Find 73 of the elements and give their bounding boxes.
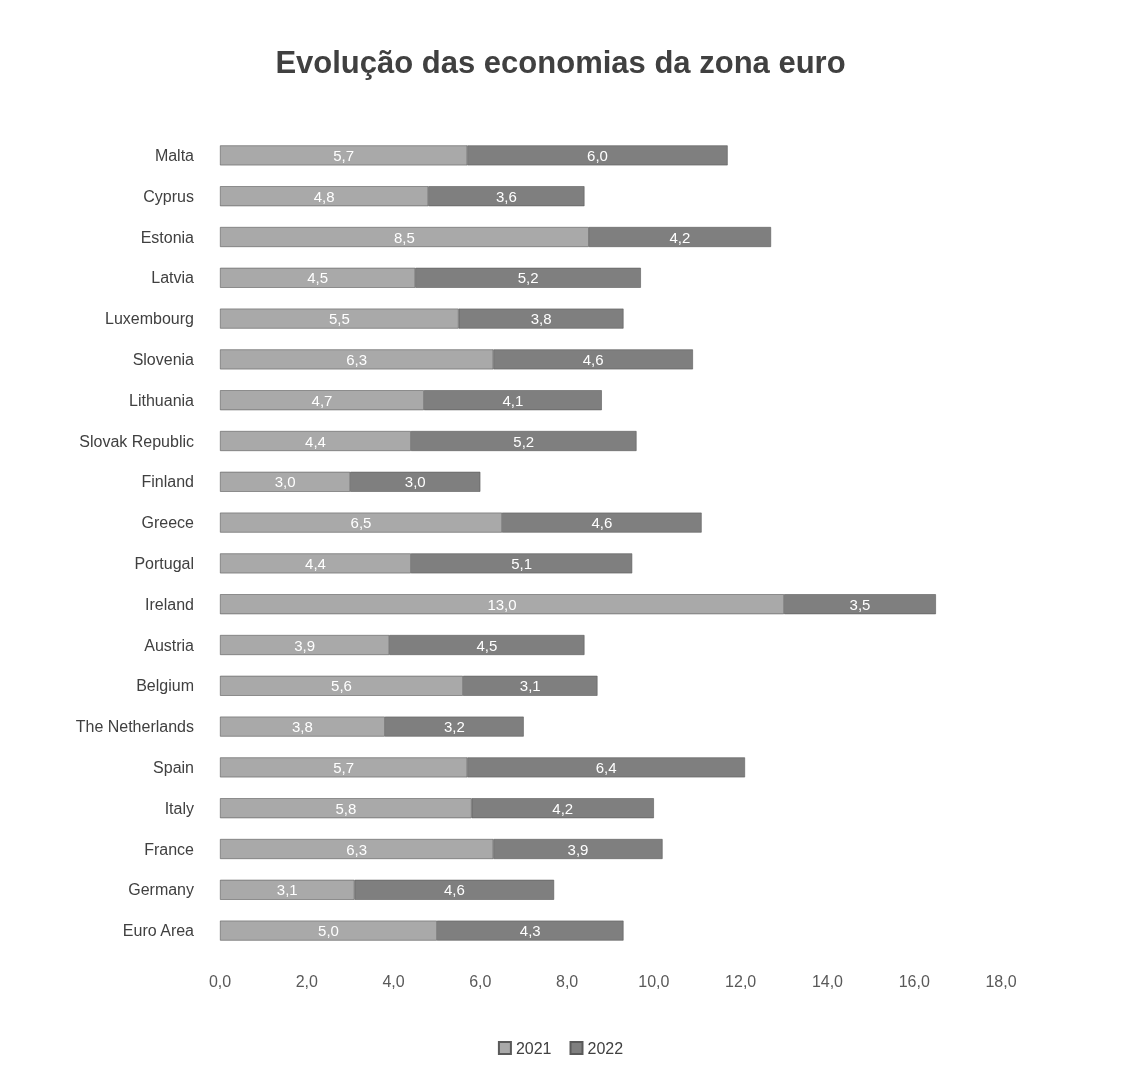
data-label: 4,6 bbox=[582, 350, 604, 368]
y-tick-label: Euro Area bbox=[122, 922, 195, 940]
y-tick-label: Greece bbox=[141, 514, 195, 532]
data-label: 5,7 bbox=[333, 758, 355, 776]
data-label: 5,2 bbox=[513, 432, 535, 450]
y-tick-label: Cyprus bbox=[143, 187, 194, 205]
data-label: 3,2 bbox=[443, 718, 465, 736]
y-tick-label: Germany bbox=[128, 881, 194, 899]
data-label: 5,5 bbox=[328, 310, 350, 328]
x-tick-label: 10,0 bbox=[638, 972, 670, 990]
y-tick-label: Slovenia bbox=[132, 350, 195, 368]
data-label: 8,5 bbox=[393, 228, 415, 246]
y-tick-label: Finland bbox=[141, 473, 194, 491]
data-label: 5,7 bbox=[333, 146, 355, 164]
data-label: 3,8 bbox=[292, 718, 313, 736]
data-label: 5,0 bbox=[318, 922, 339, 940]
data-label: 13,0 bbox=[487, 595, 517, 613]
y-tick-label: Lithuania bbox=[129, 391, 195, 409]
y-tick-label: Luxembourg bbox=[105, 310, 194, 328]
legend-label: 2022 bbox=[587, 1039, 624, 1057]
data-label: 4,4 bbox=[305, 432, 326, 450]
data-label: 3,5 bbox=[849, 595, 871, 613]
data-label: 3,0 bbox=[404, 473, 426, 491]
y-tick-label: Latvia bbox=[151, 269, 195, 287]
data-label: 5,1 bbox=[511, 554, 532, 572]
x-tick-label: 8,0 bbox=[555, 972, 579, 990]
chart-title: Evolução das economias da zona euro bbox=[275, 45, 846, 80]
y-tick-label: Portugal bbox=[134, 554, 194, 572]
y-tick-label: Austria bbox=[144, 636, 195, 654]
data-label: 6,0 bbox=[587, 146, 608, 164]
data-label: 4,5 bbox=[307, 269, 329, 287]
y-tick-label: France bbox=[144, 840, 195, 858]
data-label: 3,1 bbox=[519, 677, 541, 695]
legend-label: 2021 bbox=[515, 1039, 552, 1057]
x-tick-label: 12,0 bbox=[725, 972, 757, 990]
data-label: 4,2 bbox=[669, 228, 691, 246]
x-tick-label: 0,0 bbox=[208, 972, 232, 990]
data-label: 3,0 bbox=[274, 473, 296, 491]
x-tick-label: 14,0 bbox=[811, 972, 844, 990]
data-label: 4,1 bbox=[502, 391, 524, 409]
x-tick-label: 6,0 bbox=[469, 972, 492, 990]
data-label: 5,8 bbox=[335, 799, 357, 817]
data-label: 4,8 bbox=[313, 187, 335, 205]
data-label: 6,5 bbox=[350, 514, 372, 532]
data-label: 4,2 bbox=[552, 799, 574, 817]
data-label: 3,9 bbox=[567, 840, 589, 858]
data-label: 3,9 bbox=[294, 636, 316, 654]
data-label: 5,6 bbox=[331, 677, 352, 695]
data-label: 4,7 bbox=[311, 391, 333, 409]
data-label: 4,3 bbox=[519, 922, 541, 940]
data-label: 4,5 bbox=[476, 636, 498, 654]
data-label: 4,6 bbox=[591, 514, 613, 532]
y-tick-label: Spain bbox=[153, 758, 194, 776]
data-label: 6,3 bbox=[346, 350, 368, 368]
data-label: 5,2 bbox=[517, 269, 539, 287]
y-tick-label: Estonia bbox=[140, 228, 195, 246]
data-label: 3,8 bbox=[530, 310, 552, 328]
x-tick-label: 16,0 bbox=[898, 972, 930, 990]
data-label: 4,4 bbox=[305, 554, 326, 572]
x-tick-label: 18,0 bbox=[985, 972, 1017, 990]
data-label: 3,6 bbox=[495, 187, 517, 205]
y-tick-label: The Netherlands bbox=[75, 718, 194, 736]
y-tick-label: Belgium bbox=[136, 677, 194, 695]
x-tick-label: 2,0 bbox=[295, 972, 318, 990]
data-label: 6,3 bbox=[346, 840, 368, 858]
y-tick-label: Italy bbox=[164, 799, 194, 817]
y-tick-label: Slovak Republic bbox=[79, 432, 194, 450]
data-label: 3,1 bbox=[276, 881, 298, 899]
x-tick-label: 4,0 bbox=[382, 972, 405, 990]
data-label: 4,6 bbox=[443, 881, 465, 899]
y-tick-label: Malta bbox=[154, 146, 195, 164]
data-label: 6,4 bbox=[595, 758, 617, 776]
y-tick-label: Ireland bbox=[145, 595, 194, 613]
